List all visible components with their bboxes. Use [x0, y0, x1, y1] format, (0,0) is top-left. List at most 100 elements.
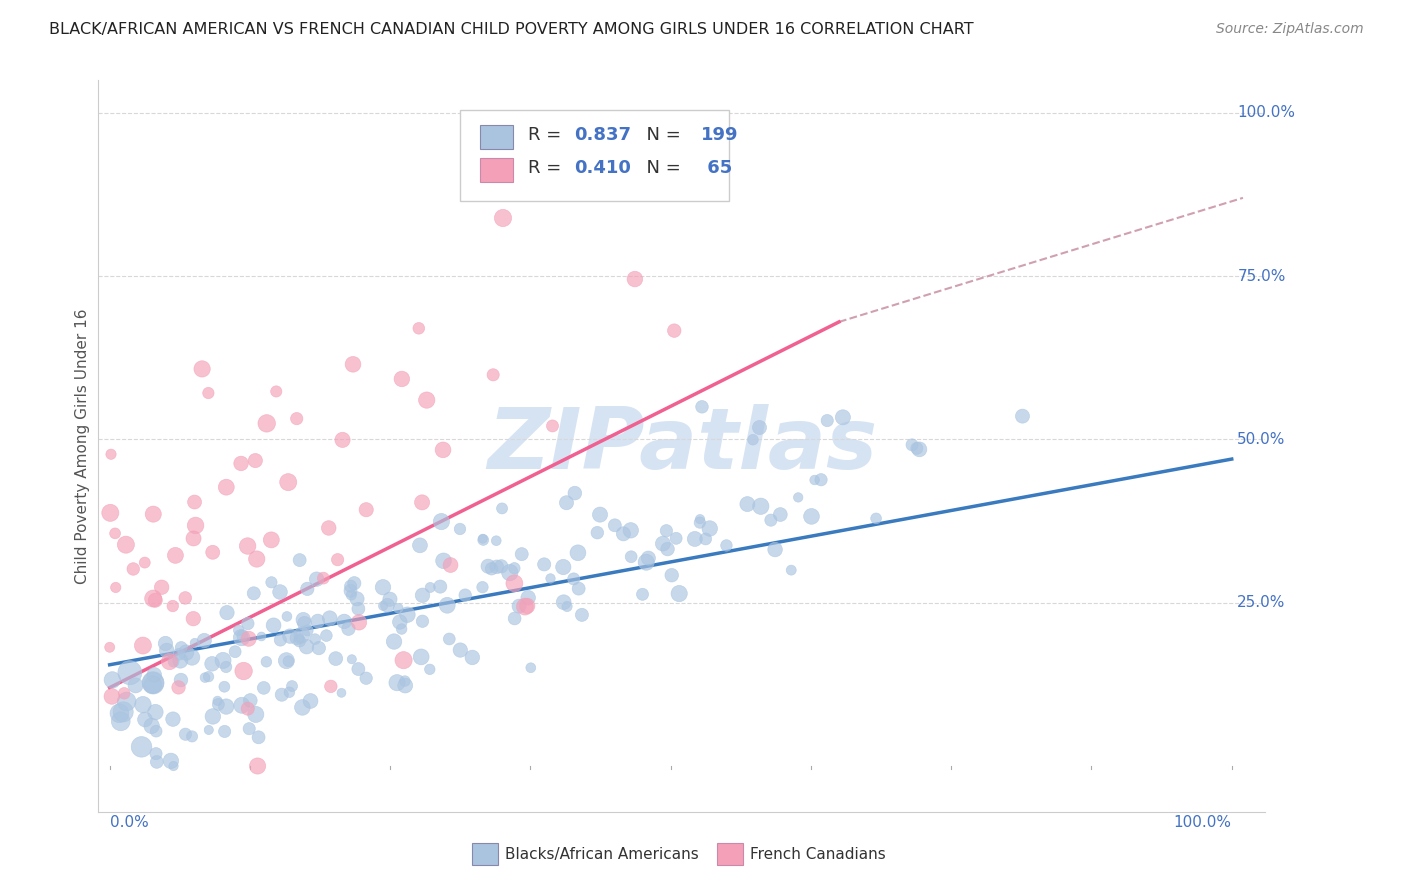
Point	[214, 724, 236, 739]
Point	[308, 641, 330, 656]
Point	[112, 686, 135, 700]
Point	[612, 526, 634, 541]
Point	[162, 655, 184, 669]
Point	[269, 585, 291, 599]
Point	[516, 599, 538, 613]
Point	[394, 679, 416, 693]
Point	[124, 678, 146, 692]
Point	[695, 532, 717, 546]
Point	[183, 532, 205, 546]
Point	[343, 576, 366, 591]
Point	[278, 685, 301, 699]
Point	[589, 508, 612, 522]
Point	[276, 654, 298, 668]
Point	[224, 645, 246, 659]
Point	[371, 580, 394, 594]
Point	[238, 632, 260, 646]
Point	[277, 475, 299, 490]
Point	[411, 614, 433, 628]
Point	[388, 615, 411, 629]
Text: Blacks/African Americans: Blacks/African Americans	[505, 847, 699, 862]
Point	[167, 681, 190, 695]
Point	[419, 581, 441, 595]
Point	[332, 433, 354, 447]
Point	[651, 536, 673, 550]
Text: 199: 199	[700, 126, 738, 145]
Point	[339, 579, 361, 593]
Point	[665, 532, 688, 546]
Point	[142, 678, 165, 692]
Point	[412, 588, 434, 602]
Point	[247, 731, 270, 745]
Point	[170, 673, 193, 687]
Point	[229, 457, 252, 471]
Point	[194, 671, 217, 685]
Point	[181, 650, 204, 665]
Point	[553, 595, 575, 609]
Text: R =: R =	[527, 159, 567, 177]
Point	[378, 592, 401, 607]
Point	[184, 518, 207, 533]
Point	[197, 670, 219, 684]
Point	[391, 372, 413, 386]
Point	[354, 671, 377, 685]
Point	[340, 588, 363, 602]
Point	[540, 571, 562, 585]
Point	[831, 410, 853, 425]
Text: 75.0%: 75.0%	[1237, 268, 1285, 284]
Point	[382, 634, 405, 648]
Point	[408, 321, 430, 335]
Point	[167, 647, 190, 661]
Point	[865, 511, 887, 525]
Point	[169, 654, 191, 668]
Text: 0.837: 0.837	[575, 126, 631, 145]
Point	[288, 553, 311, 567]
Point	[471, 580, 494, 594]
Point	[385, 675, 408, 690]
Point	[699, 521, 721, 535]
Point	[278, 629, 301, 643]
Point	[270, 688, 292, 702]
Point	[354, 502, 377, 516]
Point	[657, 542, 679, 557]
Point	[396, 607, 419, 622]
Point	[142, 676, 165, 690]
Point	[288, 634, 311, 648]
Point	[181, 612, 204, 626]
Point	[242, 586, 264, 600]
Point	[330, 686, 353, 700]
Point	[342, 357, 364, 371]
Point	[513, 599, 536, 614]
Point	[162, 599, 184, 613]
Point	[908, 442, 931, 457]
Point	[101, 690, 124, 704]
Point	[197, 386, 219, 401]
Point	[347, 662, 370, 676]
Point	[276, 609, 298, 624]
Point	[239, 693, 262, 707]
Point	[260, 533, 283, 547]
Point	[236, 701, 259, 715]
Point	[409, 538, 432, 552]
Point	[299, 694, 322, 708]
Point	[253, 681, 276, 695]
Point	[236, 616, 259, 631]
Text: 50.0%: 50.0%	[1237, 432, 1285, 447]
Point	[201, 545, 224, 559]
Point	[508, 599, 530, 614]
Point	[432, 554, 454, 568]
Point	[260, 575, 283, 590]
Point	[246, 759, 269, 773]
Point	[905, 442, 928, 456]
Point	[503, 561, 526, 575]
Point	[392, 653, 415, 667]
Point	[631, 587, 654, 601]
Point	[319, 611, 342, 625]
Point	[159, 655, 181, 669]
Point	[394, 673, 416, 688]
Text: 25.0%: 25.0%	[1237, 595, 1285, 610]
Point	[98, 506, 121, 520]
Point	[387, 601, 409, 615]
Point	[291, 700, 314, 714]
Point	[108, 706, 131, 721]
